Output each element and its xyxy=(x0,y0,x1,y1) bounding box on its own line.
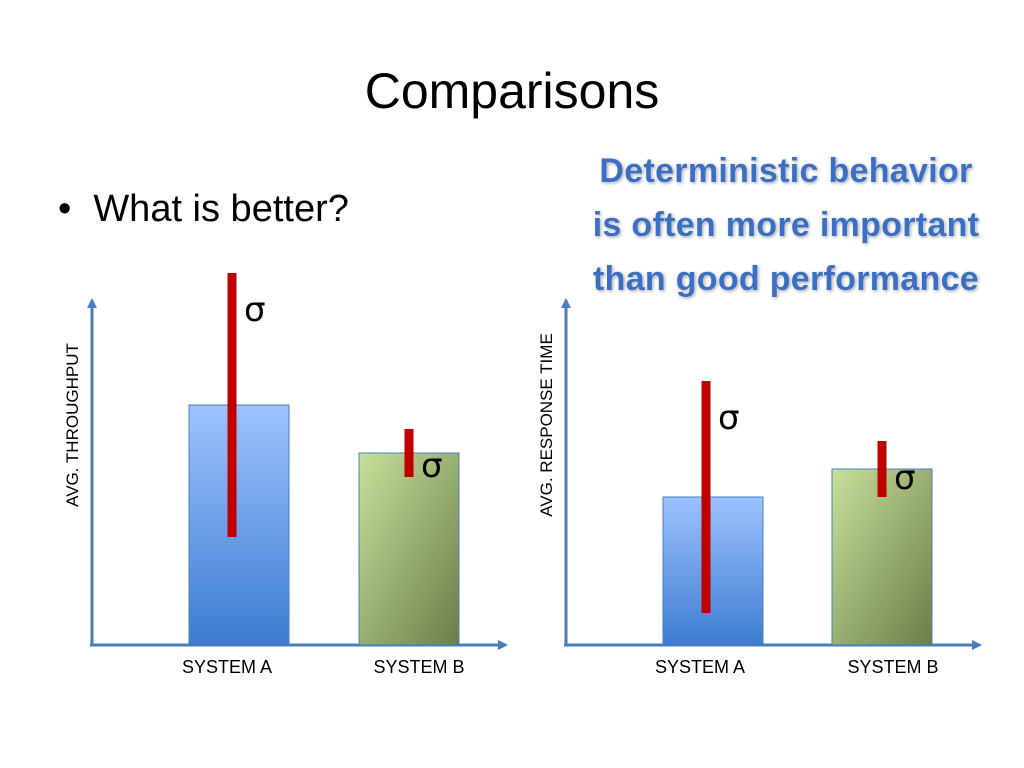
chart-marks: σ σ σ σ xyxy=(188,273,933,646)
slide-title: Comparisons xyxy=(364,63,660,119)
x-tick-label: SYSTEM B xyxy=(847,657,938,677)
sigma-label: σ xyxy=(421,446,443,486)
bullet-item: • What is better? xyxy=(58,188,349,231)
callout-text: Deterministic behavior is often more imp… xyxy=(548,144,1024,306)
y-axis-label: AVG. THROUGHPUT xyxy=(63,343,82,507)
sigma-label: σ xyxy=(244,290,266,330)
bar-system-a xyxy=(662,496,764,646)
x-tick-label: SYSTEM A xyxy=(182,657,272,677)
y-axis-label: AVG. RESPONSE TIME xyxy=(537,333,556,517)
bullet-dot-icon: • xyxy=(58,188,72,230)
bar-system-a xyxy=(188,404,290,646)
sigma-label: σ xyxy=(718,398,740,438)
chart-throughput: AVG. THROUGHPUT SYSTEM A SYSTEM B xyxy=(63,298,508,677)
callout-line: than good performance xyxy=(593,260,979,298)
chart-response-time: AVG. RESPONSE TIME SYSTEM A SYSTEM B xyxy=(537,298,982,677)
sigma-label: σ xyxy=(894,458,916,498)
callout-line: is often more important xyxy=(592,206,980,244)
x-tick-label: SYSTEM A xyxy=(655,657,745,677)
callout-line: Deterministic behavior xyxy=(599,152,973,190)
x-tick-label: SYSTEM B xyxy=(373,657,464,677)
bar-system-b xyxy=(831,468,933,646)
bullet-text: What is better? xyxy=(93,188,349,230)
bar-system-b xyxy=(358,452,460,646)
